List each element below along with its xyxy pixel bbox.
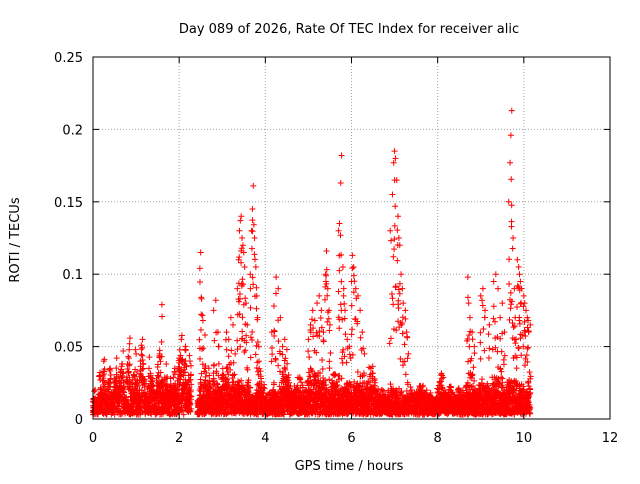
roti-point-base-494 — [132, 347, 138, 353]
roti-point-base-208 — [108, 372, 114, 378]
roti-point-base-422 — [126, 347, 132, 353]
roti-point-base-655 — [146, 354, 152, 360]
roti-point-base-1034 — [179, 332, 185, 338]
roti-point-base-4447 — [479, 376, 485, 382]
roti-point-base-1614 — [235, 378, 241, 384]
roti-point-base-1009 — [177, 347, 183, 353]
roti-point-base-83 — [97, 370, 103, 376]
roti-point-base-1121 — [186, 353, 192, 359]
roti-point-base-418 — [126, 355, 132, 361]
grid-lines — [93, 57, 610, 419]
roti-point-base-417 — [126, 362, 132, 368]
roti-point-base-563 — [138, 352, 144, 358]
roti-point-base-1137 — [188, 363, 194, 369]
roti-point-base-410 — [125, 354, 131, 360]
roti-point-base-934 — [170, 374, 176, 380]
roti-point-base-272 — [113, 365, 119, 371]
roti-point-base-429 — [127, 335, 133, 341]
roti-point-base-17 — [91, 388, 97, 394]
data-points — [90, 108, 534, 418]
roti-point-base-194 — [107, 366, 113, 372]
roti-point-base-2346 — [298, 379, 304, 385]
